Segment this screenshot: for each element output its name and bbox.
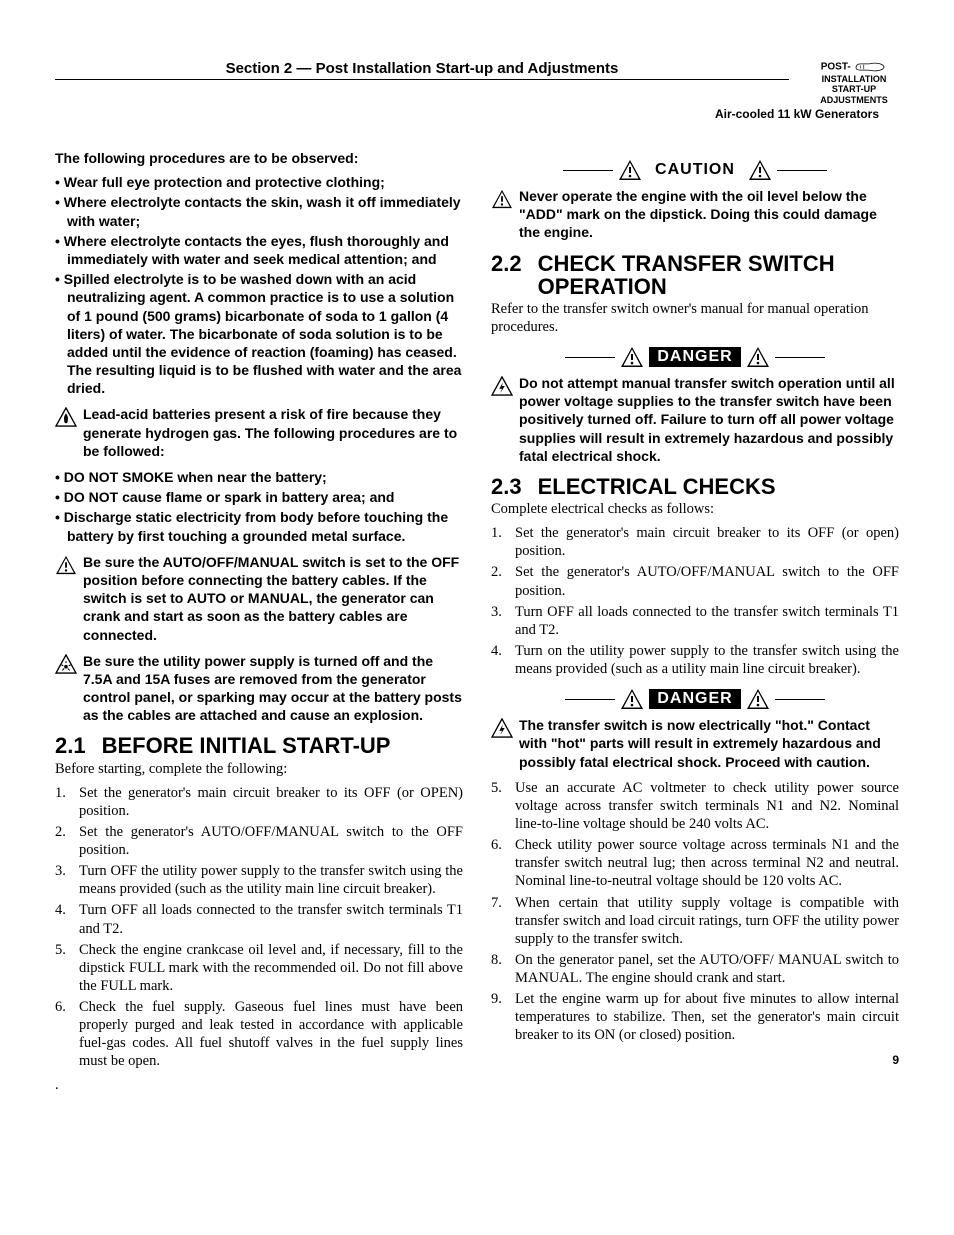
page-header: Section 2 — Post Installation Start-up a…: [55, 60, 899, 121]
caution-banner: CAUTION: [491, 159, 899, 181]
caution-icon: [55, 555, 77, 575]
bullet-item: Discharge static electricity from body b…: [55, 508, 463, 544]
list-item: Set the generator's main circuit breaker…: [491, 524, 899, 560]
flame-icon: [55, 407, 77, 427]
bullet-item: Where electrolyte contacts the skin, was…: [55, 193, 463, 229]
danger-icon: [745, 688, 771, 710]
caution-icon: [617, 159, 643, 181]
bullets-a: Wear full eye protection and protective …: [55, 173, 463, 397]
bullet-item: Wear full eye protection and protective …: [55, 173, 463, 191]
corner-badge: POST- INSTALLATION START-UP ADJUSTMENTS: [809, 60, 899, 105]
right-column: CAUTION Never operate the engine with th…: [491, 149, 899, 1094]
danger-transfer: Do not attempt manual transfer switch op…: [491, 374, 899, 465]
warning-explosion: Be sure the utility power supply is turn…: [55, 652, 463, 725]
burst-icon: [55, 654, 77, 674]
list-item: Turn OFF all loads connected to the tran…: [55, 901, 463, 937]
heading-2-3: 2.3 ELECTRICAL CHECKS: [491, 475, 899, 498]
list-item: Set the generator's AUTO/OFF/MANUAL swit…: [491, 563, 899, 599]
list-2-1: Set the generator's main circuit breaker…: [55, 784, 463, 1071]
heading-2-1: 2.1 BEFORE INITIAL START-UP: [55, 734, 463, 757]
list-item: On the generator panel, set the AUTO/OFF…: [491, 951, 899, 987]
list-item: Let the engine warm up for about five mi…: [491, 990, 899, 1044]
left-column: The following procedures are to be obser…: [55, 149, 463, 1094]
danger-icon: [619, 346, 645, 368]
heading-2-2-sub: Refer to the transfer switch owner's man…: [491, 300, 899, 336]
list-item: Use an accurate AC voltmeter to check ut…: [491, 779, 899, 833]
list-2-3b: Use an accurate AC voltmeter to check ut…: [491, 779, 899, 1045]
warning-switch: Be sure the AUTO/OFF/MANUAL switch is se…: [55, 553, 463, 644]
bullet-item: Spilled electrolyte is to be washed down…: [55, 270, 463, 397]
heading-2-2: 2.2 CHECK TRANSFER SWITCH OPERATION: [491, 252, 899, 298]
caution-oil: Never operate the engine with the oil le…: [491, 187, 899, 242]
danger-banner-2: DANGER: [491, 688, 899, 710]
bullet-item: DO NOT SMOKE when near the battery;: [55, 468, 463, 486]
danger-icon: [619, 688, 645, 710]
bullets-b: DO NOT SMOKE when near the battery; DO N…: [55, 468, 463, 545]
danger-hot: The transfer switch is now electrically …: [491, 716, 899, 771]
list-item: Check the fuel supply. Gaseous fuel line…: [55, 998, 463, 1071]
heading-2-3-sub: Complete electrical checks as follows:: [491, 500, 899, 518]
list-item: When certain that utility supply voltage…: [491, 894, 899, 948]
shock-icon: [491, 718, 513, 738]
stray-dot: .: [55, 1077, 463, 1094]
list-item: Turn on the utility power supply to the …: [491, 642, 899, 678]
list-item: Turn OFF the utility power supply to the…: [55, 862, 463, 898]
shock-icon: [491, 376, 513, 396]
caution-icon: [491, 189, 513, 209]
page-number: 9: [491, 1053, 899, 1067]
warning-fire: Lead-acid batteries present a risk of fi…: [55, 405, 463, 460]
hand-icon: [853, 60, 887, 74]
list-item: Check utility power source voltage acros…: [491, 836, 899, 890]
bullet-item: DO NOT cause flame or spark in battery a…: [55, 488, 463, 506]
bullet-item: Where electrolyte contacts the eyes, flu…: [55, 232, 463, 268]
list-item: Turn OFF all loads connected to the tran…: [491, 603, 899, 639]
list-item: Check the engine crankcase oil level and…: [55, 941, 463, 995]
section-title: Section 2 — Post Installation Start-up a…: [55, 60, 789, 77]
subtitle: Air-cooled 11 kW Generators: [55, 107, 879, 121]
danger-icon: [745, 346, 771, 368]
list-item: Set the generator's AUTO/OFF/MANUAL swit…: [55, 823, 463, 859]
danger-banner-1: DANGER: [491, 346, 899, 368]
heading-2-1-sub: Before starting, complete the following:: [55, 760, 463, 778]
caution-icon: [747, 159, 773, 181]
list-item: Set the generator's main circuit breaker…: [55, 784, 463, 820]
intro-text: The following procedures are to be obser…: [55, 149, 463, 167]
list-2-3a: Set the generator's main circuit breaker…: [491, 524, 899, 678]
